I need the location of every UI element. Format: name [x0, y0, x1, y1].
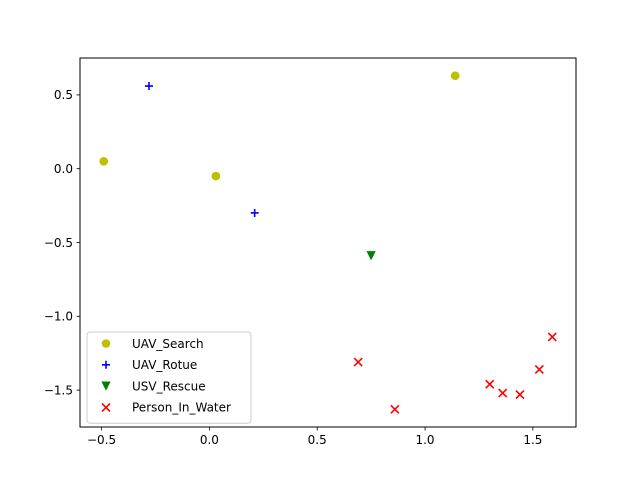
x-tick-label: −0.5	[87, 433, 116, 447]
y-tick-label: 0.0	[54, 162, 73, 176]
data-point	[99, 157, 109, 166]
legend-label: USV_Rescue	[132, 379, 206, 393]
data-point	[211, 171, 221, 181]
data-point	[390, 404, 400, 414]
x-tick-label: 1.5	[523, 433, 542, 447]
legend-entry: UAV_Rotue	[102, 358, 197, 372]
legend-marker	[101, 402, 111, 412]
data-point	[366, 251, 376, 261]
legend: UAV_Search UAV_Rotue USV_Rescue Person_In_W…	[86, 331, 252, 424]
x-tick-label: 0.0	[200, 433, 219, 447]
y-tick-label: −1.5	[44, 383, 73, 397]
legend-entry: USV_Rescue	[101, 379, 206, 393]
data-point	[485, 379, 495, 389]
legend-label: UAV_Search	[132, 337, 204, 351]
legend-entry: UAV_Search	[101, 337, 204, 351]
y-tick-label: 0.5	[54, 88, 73, 102]
y-axis: −1.5 −1.0 −0.5 0.0 0.5	[44, 88, 80, 397]
legend-entry: Person_In_Water	[101, 401, 231, 415]
series-uav-search	[99, 71, 460, 181]
legend-marker	[101, 381, 111, 391]
data-marks	[99, 71, 557, 414]
data-point	[498, 388, 508, 398]
legend-marker	[101, 339, 111, 348]
series-uav-rotue	[145, 82, 259, 217]
x-tick-label: 1.0	[415, 433, 434, 447]
legend-label: UAV_Rotue	[132, 358, 197, 372]
data-point	[450, 71, 460, 81]
data-point	[515, 389, 525, 400]
data-point	[353, 357, 363, 367]
legend-marker	[102, 360, 110, 369]
y-tick-label: −0.5	[44, 236, 73, 250]
data-point	[145, 82, 154, 91]
data-point	[534, 364, 544, 375]
data-point	[250, 208, 259, 217]
series-person-in-water	[353, 332, 557, 414]
legend-label: Person_In_Water	[132, 401, 231, 415]
data-point	[547, 332, 557, 342]
x-tick-label: 0.5	[308, 433, 327, 447]
axes: −0.5 0.0 0.5 1.0 1.5 −1.5 −1.0 −0.5 0.0 0.5	[44, 88, 543, 447]
series-usv-rescue	[366, 251, 376, 261]
x-axis: −0.5 0.0 0.5 1.0 1.5	[87, 427, 542, 447]
legend-box	[86, 331, 252, 424]
y-tick-label: −1.0	[44, 310, 73, 324]
